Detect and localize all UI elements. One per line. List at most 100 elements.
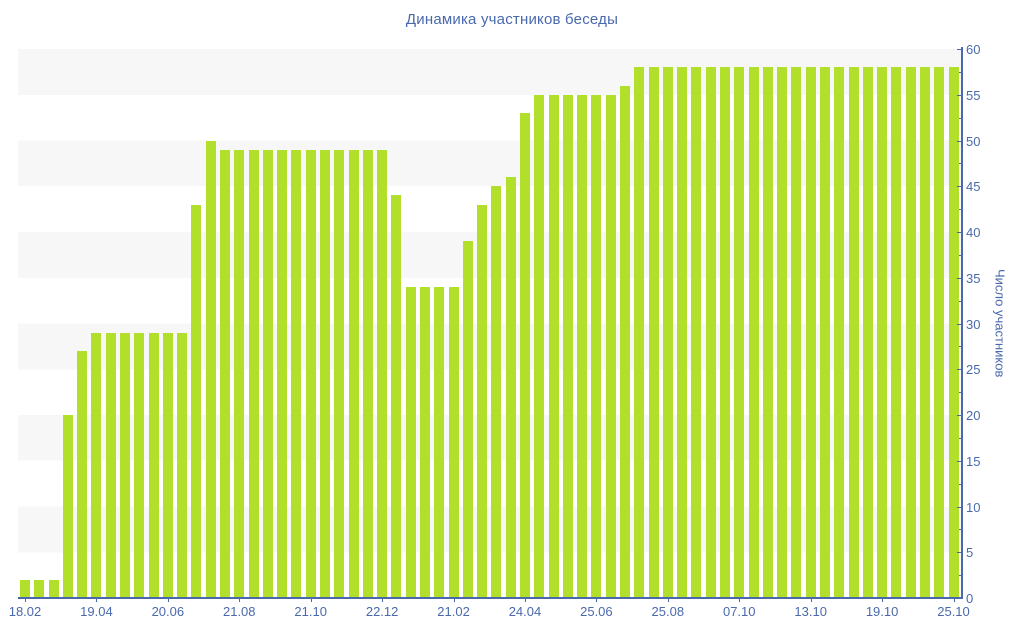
y-minor-tick bbox=[958, 529, 962, 531]
y-tick-label: 35 bbox=[966, 270, 981, 286]
bar[interactable] bbox=[262, 149, 273, 598]
bar[interactable] bbox=[377, 149, 388, 598]
bar[interactable] bbox=[548, 94, 559, 598]
y-major-tick bbox=[957, 94, 962, 96]
x-tick bbox=[524, 598, 526, 602]
bar[interactable] bbox=[719, 67, 730, 598]
bar[interactable] bbox=[648, 67, 659, 598]
bar[interactable] bbox=[34, 579, 45, 598]
bar[interactable] bbox=[62, 415, 73, 598]
x-tick bbox=[382, 598, 384, 602]
x-tick bbox=[239, 598, 241, 602]
x-tick-label: 19.10 bbox=[865, 604, 899, 619]
y-minor-tick bbox=[958, 483, 962, 485]
bar[interactable] bbox=[319, 149, 330, 598]
bar[interactable] bbox=[634, 67, 645, 598]
bar[interactable] bbox=[862, 67, 873, 598]
bar[interactable] bbox=[491, 186, 502, 598]
y-minor-tick bbox=[958, 163, 962, 165]
bar[interactable] bbox=[291, 149, 302, 598]
bar[interactable] bbox=[177, 332, 188, 598]
y-major-tick bbox=[957, 232, 962, 233]
y-minor-tick bbox=[958, 117, 962, 119]
bar[interactable] bbox=[448, 286, 459, 598]
bar[interactable] bbox=[391, 195, 402, 598]
bar[interactable] bbox=[477, 204, 488, 598]
x-tick-label: 22.12 bbox=[365, 604, 399, 619]
bar[interactable] bbox=[77, 350, 88, 598]
bar[interactable] bbox=[219, 149, 230, 598]
bar[interactable] bbox=[748, 67, 759, 598]
bar[interactable] bbox=[677, 67, 688, 598]
y-major-tick bbox=[957, 186, 962, 188]
bar[interactable] bbox=[362, 149, 373, 598]
bar[interactable] bbox=[419, 286, 430, 598]
bar[interactable] bbox=[234, 149, 245, 598]
bar[interactable] bbox=[577, 94, 588, 598]
bar[interactable] bbox=[405, 286, 416, 598]
y-tick-label: 0 bbox=[966, 591, 974, 606]
bar[interactable] bbox=[805, 67, 816, 598]
bar[interactable] bbox=[162, 332, 173, 598]
bar[interactable] bbox=[734, 67, 745, 598]
bar[interactable] bbox=[148, 332, 159, 598]
bar[interactable] bbox=[119, 332, 130, 598]
x-tick bbox=[96, 598, 98, 602]
bar[interactable] bbox=[205, 140, 216, 598]
bar[interactable] bbox=[505, 177, 516, 598]
bar[interactable] bbox=[777, 67, 788, 598]
bar[interactable] bbox=[705, 67, 716, 598]
y-minor-tick bbox=[958, 300, 962, 302]
bar[interactable] bbox=[619, 85, 630, 598]
bar[interactable] bbox=[834, 67, 845, 598]
bar[interactable] bbox=[248, 149, 259, 598]
bar[interactable] bbox=[462, 241, 473, 598]
x-tick-label: 20.06 bbox=[151, 604, 185, 619]
chart-title: Динамика участников беседы bbox=[405, 11, 619, 28]
bar[interactable] bbox=[277, 149, 288, 598]
y-minor-tick bbox=[958, 254, 962, 256]
y-minor-tick bbox=[958, 437, 962, 439]
bar[interactable] bbox=[105, 332, 116, 598]
bar[interactable] bbox=[534, 94, 545, 598]
bar[interactable] bbox=[791, 67, 802, 598]
y-major-tick bbox=[957, 140, 962, 142]
bar[interactable] bbox=[334, 149, 345, 598]
y-minor-tick bbox=[958, 575, 962, 577]
bar[interactable] bbox=[434, 286, 445, 598]
bar[interactable] bbox=[134, 332, 145, 598]
bar[interactable] bbox=[891, 67, 902, 598]
x-tick-label: 25.10 bbox=[937, 604, 970, 619]
y-tick-label: 40 bbox=[966, 225, 981, 240]
bar[interactable] bbox=[591, 94, 602, 598]
bar[interactable] bbox=[905, 67, 916, 598]
y-tick-label: 45 bbox=[966, 179, 981, 195]
bar[interactable] bbox=[91, 332, 102, 598]
bar[interactable] bbox=[934, 67, 945, 598]
bar[interactable] bbox=[948, 67, 959, 598]
x-tick bbox=[310, 598, 312, 602]
bar[interactable] bbox=[877, 67, 888, 598]
bar[interactable] bbox=[305, 149, 316, 598]
bar[interactable] bbox=[919, 67, 930, 598]
bar[interactable] bbox=[691, 67, 702, 598]
bar[interactable] bbox=[662, 67, 673, 598]
bar[interactable] bbox=[20, 579, 30, 598]
bar[interactable] bbox=[348, 149, 359, 598]
y-major-tick bbox=[957, 369, 962, 371]
bar[interactable] bbox=[605, 94, 616, 598]
bar[interactable] bbox=[519, 113, 530, 598]
y-tick-label: 5 bbox=[966, 545, 974, 561]
x-tick bbox=[882, 598, 884, 602]
bar[interactable] bbox=[848, 67, 859, 598]
bar[interactable] bbox=[48, 579, 59, 598]
x-axis-line bbox=[18, 597, 963, 599]
bar[interactable] bbox=[762, 67, 773, 598]
bar[interactable] bbox=[191, 204, 202, 598]
bar[interactable] bbox=[562, 94, 573, 598]
x-tick-label: 24.04 bbox=[508, 604, 542, 619]
y-tick-label: 20 bbox=[966, 408, 981, 423]
y-tick-label: 10 bbox=[966, 499, 981, 515]
bar[interactable] bbox=[819, 67, 830, 598]
